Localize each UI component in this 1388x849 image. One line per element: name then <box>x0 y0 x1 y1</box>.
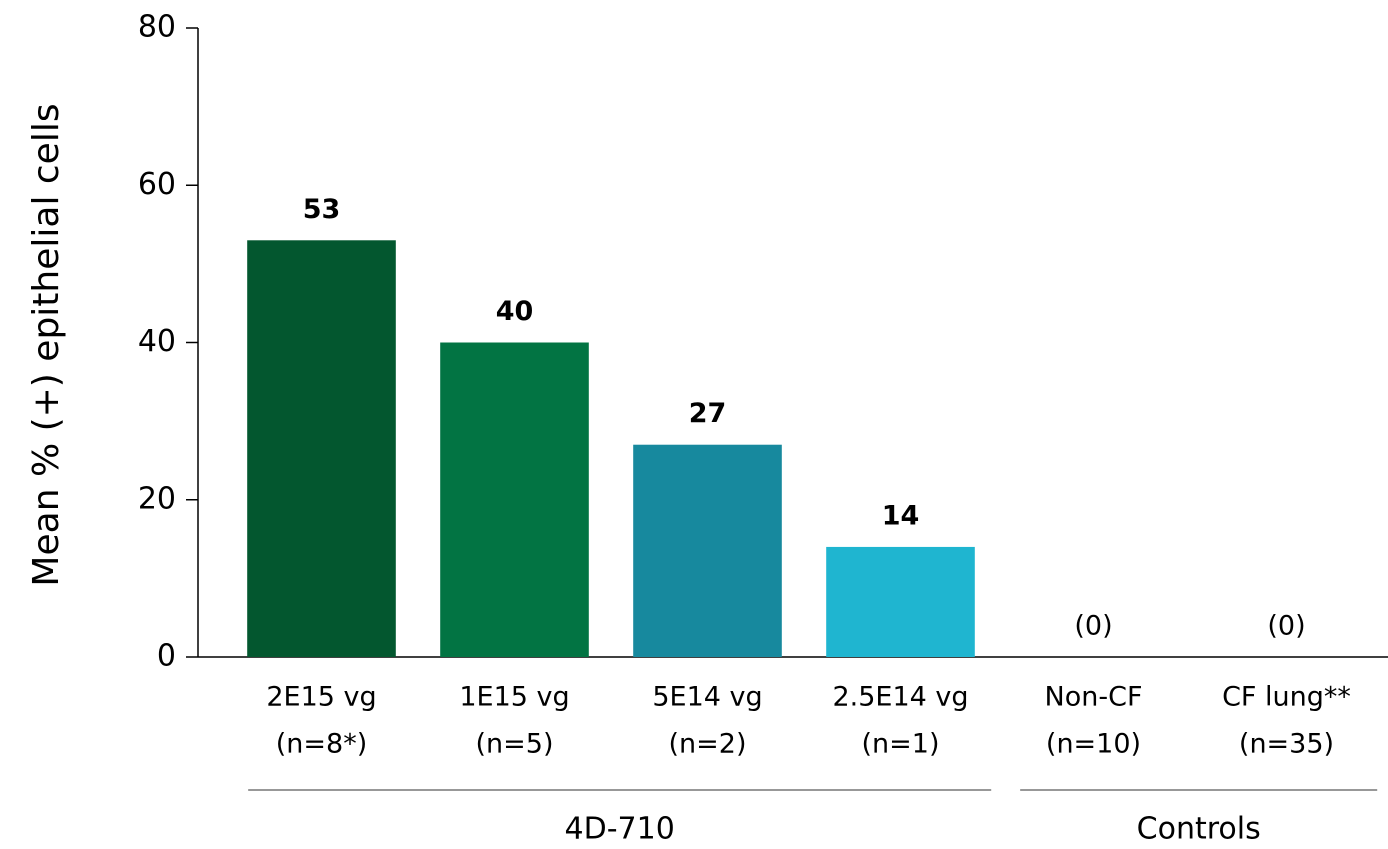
value-label: 14 <box>882 500 920 531</box>
value-label: 27 <box>689 398 727 429</box>
bar <box>247 240 396 657</box>
x-tick-label: Non-CF <box>1045 682 1143 713</box>
y-tick-label: 60 <box>138 167 176 202</box>
group-label: 4D-710 <box>565 812 675 847</box>
value-label: (0) <box>1074 611 1112 642</box>
bar <box>440 342 589 657</box>
x-tick-label: 5E14 vg <box>652 682 762 713</box>
y-tick-label: 0 <box>157 639 176 674</box>
x-tick-sublabel: (n=35) <box>1239 729 1334 760</box>
y-tick-label: 20 <box>138 481 176 516</box>
x-tick-label: 2.5E14 vg <box>832 682 968 713</box>
x-tick-sublabel: (n=8*) <box>276 729 367 760</box>
group-label: Controls <box>1137 812 1261 847</box>
bar <box>826 546 975 657</box>
value-label: 40 <box>496 296 534 327</box>
x-tick-sublabel: (n=2) <box>669 729 747 760</box>
y-axis-label: Mean % (+) epithelial cells <box>26 103 67 586</box>
x-tick-label: 1E15 vg <box>459 682 569 713</box>
value-label: 53 <box>303 194 341 225</box>
x-tick-sublabel: (n=10) <box>1046 729 1141 760</box>
bar <box>633 444 782 657</box>
x-tick-label: 2E15 vg <box>266 682 376 713</box>
y-tick-label: 80 <box>138 10 176 45</box>
y-tick-label: 40 <box>138 324 176 359</box>
value-label: (0) <box>1267 611 1305 642</box>
x-tick-sublabel: (n=5) <box>476 729 554 760</box>
x-tick-sublabel: (n=1) <box>862 729 940 760</box>
x-tick-label: CF lung** <box>1222 682 1351 713</box>
